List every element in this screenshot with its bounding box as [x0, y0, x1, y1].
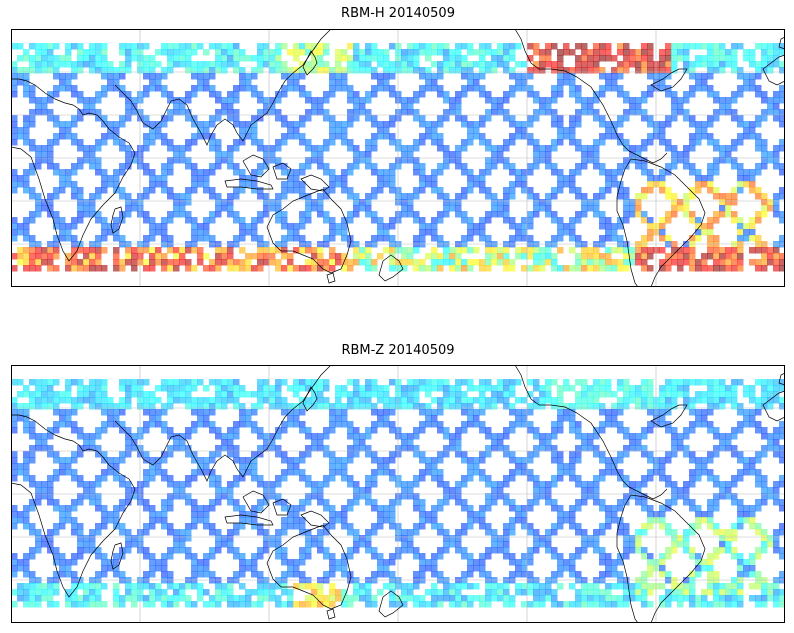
- graticule: [11, 29, 785, 287]
- swath-layer: [11, 379, 785, 608]
- coastlines: [11, 365, 785, 623]
- swath-layer: [11, 43, 785, 272]
- graticule: [11, 365, 785, 623]
- map-panel-h: [11, 29, 785, 287]
- map-frame: [11, 29, 785, 287]
- map-svg-h: [11, 29, 785, 287]
- panel-title-z: RBM-Z 20140509: [341, 343, 455, 358]
- map-svg-z: [11, 365, 785, 623]
- map-panel-z: [11, 365, 785, 623]
- coastlines: [11, 29, 785, 287]
- map-frame: [11, 365, 785, 623]
- panel-title-h: RBM-H 20140509: [341, 6, 455, 21]
